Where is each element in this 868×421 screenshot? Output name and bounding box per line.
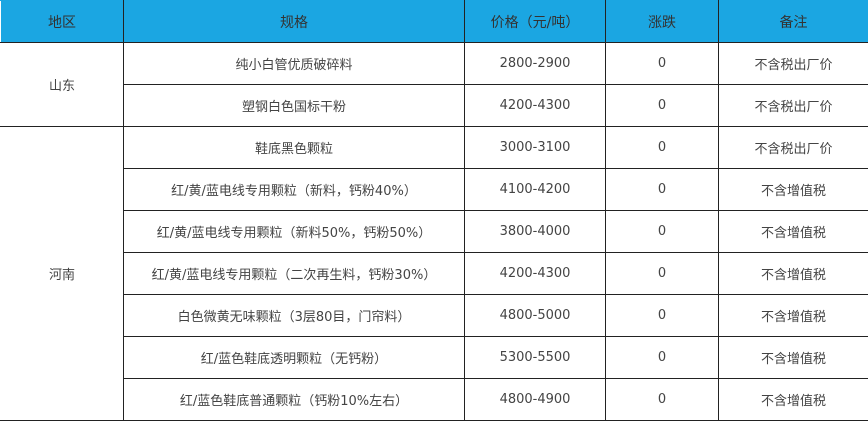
spec-cell: 红/蓝色鞋底普通颗粒（钙粉10%左右） (123, 378, 465, 421)
price-cell: 4200-4300 (464, 252, 606, 295)
header-price: 价格（元/吨） (464, 0, 606, 43)
change-cell: 0 (605, 168, 719, 211)
spec-cell: 白色微黄无味颗粒（3层80目，门帘料） (123, 294, 465, 337)
note-cell: 不含增值税 (718, 336, 868, 379)
note-cell: 不含增值税 (718, 294, 868, 337)
price-cell: 4800-4900 (464, 378, 606, 421)
change-cell: 0 (605, 210, 719, 253)
note-cell: 不含增值税 (718, 210, 868, 253)
price-cell: 2800-2900 (464, 42, 606, 85)
change-cell: 0 (605, 378, 719, 421)
table-row: 河南 鞋底黑色颗粒 3000-3100 0 不含税出厂价 (0, 126, 868, 421)
header-row: 地区 规格 价格（元/吨） 涨跌 备注 (0, 0, 868, 43)
price-cell: 4100-4200 (464, 168, 606, 211)
change-cell: 0 (605, 126, 719, 169)
note-cell: 不含税出厂价 (718, 42, 868, 85)
note-cell: 不含税出厂价 (718, 84, 868, 127)
header-region: 地区 (0, 0, 124, 43)
price-cell: 4800-5000 (464, 294, 606, 337)
region-cell: 河南 (0, 126, 124, 421)
spec-cell: 红/蓝色鞋底透明颗粒（无钙粉） (123, 336, 465, 379)
spec-cell: 塑钢白色国标干粉 (123, 84, 465, 127)
spec-cell: 纯小白管优质破碎料 (123, 42, 465, 85)
note-cell: 不含增值税 (718, 378, 868, 421)
price-cell: 3800-4000 (464, 210, 606, 253)
change-cell: 0 (605, 42, 719, 85)
table-row: 山东 纯小白管优质破碎料 2800-2900 0 不含税出厂价 (0, 42, 868, 127)
change-cell: 0 (605, 336, 719, 379)
header-change: 涨跌 (605, 0, 719, 43)
table-row: 红/蓝色鞋底普通颗粒（钙粉10%左右） 4800-4900 0 不含增值税 (1, 378, 868, 421)
change-cell: 0 (605, 84, 719, 127)
spec-cell: 红/黄/蓝电线专用颗粒（新料50%，钙粉50%） (123, 210, 465, 253)
table-row: 塑钢白色国标干粉 4200-4300 0 不含税出厂价 (1, 84, 868, 127)
spec-cell: 红/黄/蓝电线专用颗粒（新料，钙粉40%） (123, 168, 465, 211)
note-cell: 不含增值税 (718, 168, 868, 211)
header-spec: 规格 (123, 0, 465, 43)
table-row: 红/黄/蓝电线专用颗粒（新料，钙粉40%） 4100-4200 0 不含增值税 (1, 168, 868, 211)
header-note: 备注 (718, 0, 868, 43)
change-cell: 0 (605, 252, 719, 295)
price-cell: 3000-3100 (464, 126, 606, 169)
table-row: 红/黄/蓝电线专用颗粒（新料50%，钙粉50%） 3800-4000 0 不含增值税 (1, 210, 868, 253)
table-row: 红/蓝色鞋底透明颗粒（无钙粉） 5300-5500 0 不含增值税 (1, 336, 868, 379)
change-cell: 0 (605, 294, 719, 337)
note-cell: 不含增值税 (718, 252, 868, 295)
price-cell: 5300-5500 (464, 336, 606, 379)
price-cell: 4200-4300 (464, 84, 606, 127)
table-row: 白色微黄无味颗粒（3层80目，门帘料） 4800-5000 0 不含增值税 (1, 294, 868, 337)
spec-cell: 鞋底黑色颗粒 (123, 126, 465, 169)
note-cell: 不含税出厂价 (718, 126, 868, 169)
table-row: 红/黄/蓝电线专用颗粒（二次再生料，钙粉30%） 4200-4300 0 不含增值税 (1, 252, 868, 295)
region-cell: 山东 (0, 42, 124, 127)
spec-cell: 红/黄/蓝电线专用颗粒（二次再生料，钙粉30%） (123, 252, 465, 295)
